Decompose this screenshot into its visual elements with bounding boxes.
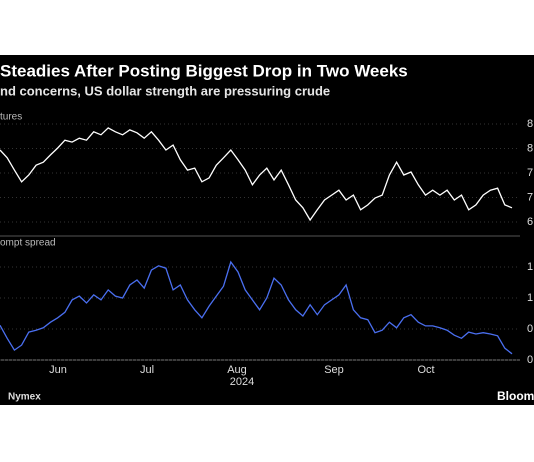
data-line xyxy=(0,127,513,222)
y-tick-label: 6 xyxy=(527,216,533,228)
x-year-label: 2024 xyxy=(230,376,254,388)
chart-subtitle: nd concerns, US dollar strength are pres… xyxy=(0,83,330,98)
y-tick-label: 0 xyxy=(527,323,533,335)
data-line xyxy=(0,260,513,355)
y-tick-label: 8 xyxy=(527,118,533,130)
panel-label: tures xyxy=(0,112,22,123)
x-tick-label: Jun xyxy=(49,364,67,376)
x-tick-label: Oct xyxy=(417,364,434,376)
y-tick-label: 8 xyxy=(527,142,533,154)
x-tick-label: Sep xyxy=(324,364,344,376)
chart-title: Steadies After Posting Biggest Drop in T… xyxy=(0,61,408,80)
y-tick-label: 1 xyxy=(527,261,533,273)
y-tick-label: 0 xyxy=(527,354,533,366)
x-tick-label: Aug xyxy=(227,364,247,376)
background xyxy=(0,55,534,405)
y-tick-label: 1 xyxy=(527,292,533,304)
x-tick-label: Jul xyxy=(140,364,154,376)
y-tick-label: 7 xyxy=(527,167,533,179)
brand: Bloom xyxy=(497,389,534,403)
y-tick-label: 7 xyxy=(527,191,533,203)
source: Nymex xyxy=(8,392,41,403)
panel-label: ompt spread xyxy=(0,238,56,249)
